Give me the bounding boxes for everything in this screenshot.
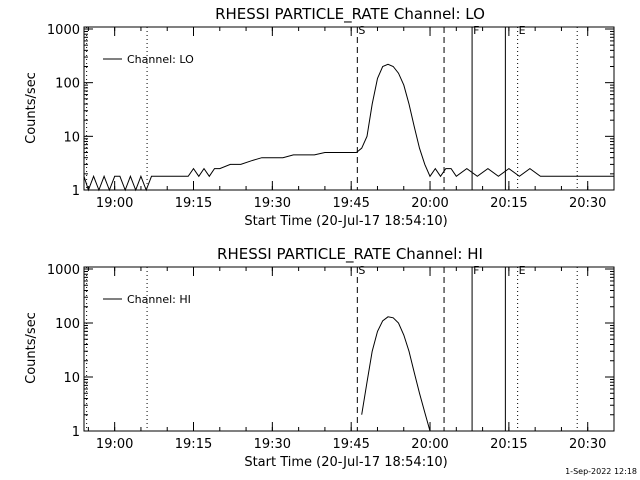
x-tick-label: 19:15 (175, 196, 212, 211)
series-line (361, 316, 431, 432)
y-axis-label: Counts/sec (24, 312, 39, 384)
y-tick-label: 100 (55, 77, 80, 92)
x-tick-label: 19:30 (254, 196, 291, 211)
chart-title: RHESSI PARTICLE_RATE Channel: HI (217, 245, 483, 264)
y-tick-label: 1000 (47, 23, 80, 38)
x-tick-label: 19:45 (332, 196, 369, 211)
y-axis-label: Counts/sec (24, 72, 39, 144)
y-tick-label: 1 (72, 184, 80, 199)
x-tick-label: 20:30 (569, 437, 606, 452)
legend-label: Channel: LO (127, 53, 194, 66)
panel-lo: RHESSI PARTICLE_RATE Channel: LO Start T… (24, 5, 615, 229)
x-tick-label: 19:00 (96, 196, 133, 211)
x-tick-label: 19:00 (96, 437, 133, 452)
y-tick-label: 1 (72, 425, 80, 440)
y-tick-label: 1000 (47, 263, 80, 278)
legend-label: Channel: HI (127, 293, 191, 306)
y-tick-label: 10 (63, 130, 80, 145)
x-tick-label: 19:30 (254, 437, 291, 452)
event-marker-label: E (519, 264, 526, 277)
x-tick-label: 20:30 (569, 196, 606, 211)
x-tick-label: 20:15 (490, 196, 527, 211)
event-marker-label: S (358, 24, 365, 37)
plot-frame (83, 266, 615, 432)
event-marker-label: E (519, 24, 526, 37)
plot-frame (83, 26, 615, 191)
event-marker-label: S (358, 264, 365, 277)
event-marker-label: F (473, 24, 479, 37)
x-tick-label: 20:15 (490, 437, 527, 452)
event-marker-label: F (473, 264, 479, 277)
x-tick-label: 20:00 (411, 196, 448, 211)
chart-title: RHESSI PARTICLE_RATE Channel: LO (215, 5, 485, 24)
x-tick-label: 20:00 (411, 437, 448, 452)
x-tick-label: 19:15 (175, 437, 212, 452)
y-tick-label: 100 (55, 317, 80, 332)
x-axis-label: Start Time (20-Jul-17 18:54:10) (244, 455, 447, 470)
x-tick-label: 19:45 (332, 437, 369, 452)
series-line (83, 63, 614, 192)
timestamp: 1-Sep-2022 12:18 (565, 467, 637, 476)
y-tick-label: 10 (63, 371, 80, 386)
x-axis-label: Start Time (20-Jul-17 18:54:10) (244, 214, 447, 229)
panel-hi: RHESSI PARTICLE_RATE Channel: HI Start T… (24, 245, 615, 470)
